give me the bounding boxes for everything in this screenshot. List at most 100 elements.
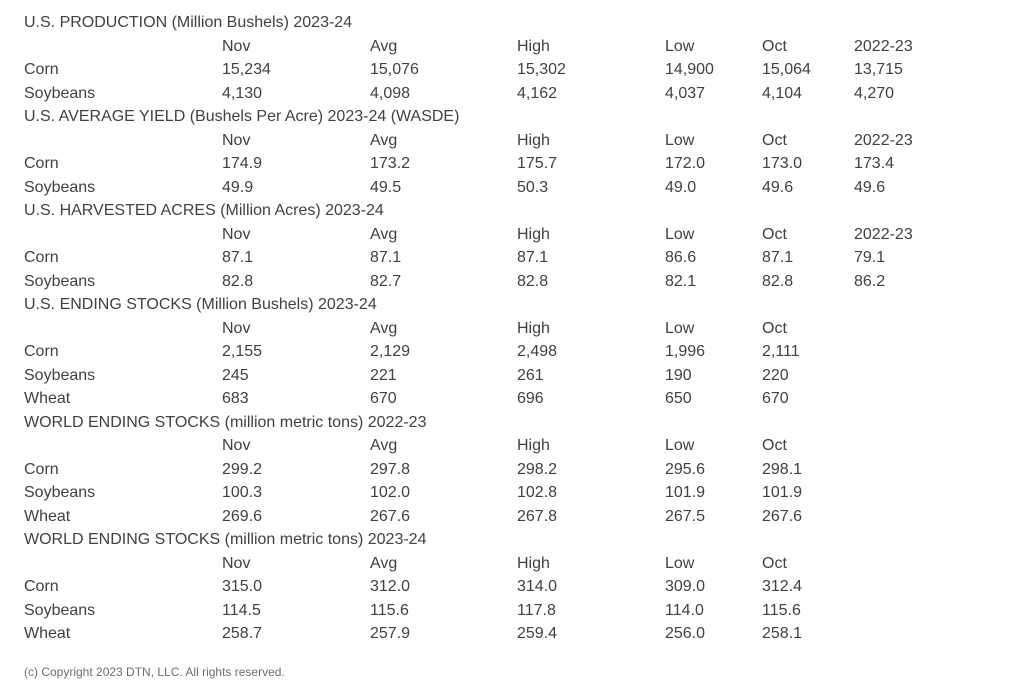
cell-value: 309.0 [665, 578, 706, 595]
row-label: Corn [24, 343, 59, 360]
table-header-row: Nov Avg High Low Oct [24, 552, 1024, 576]
cell-value: 256.0 [665, 625, 706, 642]
table-section: U.S. AVERAGE YIELD (Bushels Per Acre) 20… [24, 105, 1024, 199]
table-row: Corn 174.9 173.2 175.7 172.0 173.0 173.4 [24, 152, 1024, 176]
cell-value: 86.2 [854, 272, 886, 290]
section-title: WORLD ENDING STOCKS (million metric tons… [24, 413, 427, 431]
column-header: 2022-23 [854, 37, 913, 55]
cell-value: 4,037 [665, 84, 706, 102]
cell-value: 14,900 [665, 61, 714, 78]
column-header: Nov [222, 554, 251, 572]
column-header: 2022-23 [854, 225, 913, 243]
cell-value: 173.0 [762, 155, 803, 172]
cell-value: 13,715 [854, 61, 903, 78]
cell-value: 15,302 [517, 61, 566, 78]
table-row: Corn 299.2 297.8 298.2 295.6 298.1 [24, 458, 1024, 482]
cell-value: 2,129 [370, 343, 411, 360]
column-header: Nov [222, 131, 251, 149]
cell-value: 82.1 [665, 272, 697, 290]
cell-value: 2,498 [517, 343, 558, 360]
cell-value: 267.6 [762, 507, 803, 525]
cell-value: 298.1 [762, 460, 803, 478]
cell-value: 100.3 [222, 484, 263, 501]
table-header-row: Nov Avg High Low Oct [24, 434, 1024, 458]
cell-value: 4,104 [762, 84, 803, 102]
cell-value: 172.0 [665, 155, 706, 172]
cell-value: 650 [665, 390, 692, 407]
row-label-spacer [24, 35, 222, 59]
table-header-row: Nov Avg High Low Oct [24, 317, 1024, 341]
cell-value: 173.2 [370, 155, 411, 172]
cell-value: 4,098 [370, 84, 411, 102]
table-section: U.S. ENDING STOCKS (Million Bushels) 202… [24, 293, 1024, 411]
table-row: Soybeans 82.8 82.7 82.8 82.1 82.8 86.2 [24, 270, 1024, 294]
column-header: Avg [370, 437, 398, 454]
table-section: WORLD ENDING STOCKS (million metric tons… [24, 411, 1024, 529]
cell-value: 670 [762, 390, 789, 407]
cell-value: 50.3 [517, 178, 549, 196]
cell-value: 267.6 [370, 507, 411, 525]
table-row: Soybeans 114.5 115.6 117.8 114.0 115.6 [24, 599, 1024, 623]
cell-value: 49.0 [665, 178, 697, 196]
row-label: Wheat [24, 507, 71, 525]
cell-value: 102.0 [370, 484, 411, 501]
row-label: Corn [24, 460, 59, 478]
row-label: Soybeans [24, 272, 96, 290]
table-row: Corn 315.0 312.0 314.0 309.0 312.4 [24, 575, 1024, 599]
row-label-spacer [24, 129, 222, 153]
column-header: High [517, 131, 550, 149]
column-header: Oct [762, 554, 787, 572]
column-header: Low [665, 437, 695, 454]
column-header: Avg [370, 319, 398, 337]
column-header: Low [665, 37, 695, 55]
column-header: High [517, 319, 550, 337]
row-label: Wheat [24, 390, 71, 407]
cell-value: 49.9 [222, 178, 254, 196]
report-sections: U.S. PRODUCTION (Million Bushels) 2023-2… [24, 11, 1024, 646]
column-header: Avg [370, 554, 398, 572]
cell-value: 82.8 [517, 272, 549, 290]
column-header: Oct [762, 319, 787, 337]
cell-value: 87.1 [370, 249, 402, 266]
row-label: Soybeans [24, 84, 96, 102]
table-row: Corn 87.1 87.1 87.1 86.6 87.1 79.1 [24, 246, 1024, 270]
row-label: Soybeans [24, 484, 96, 501]
table-header-row: Nov Avg High Low Oct 2022-23 [24, 223, 1024, 247]
table-row: Wheat 269.6 267.6 267.8 267.5 267.6 [24, 505, 1024, 529]
column-header: Oct [762, 437, 787, 454]
cell-value: 299.2 [222, 460, 263, 478]
cell-value: 4,162 [517, 84, 558, 102]
column-header: Nov [222, 225, 251, 243]
cell-value: 79.1 [854, 249, 886, 266]
table-section: U.S. PRODUCTION (Million Bushels) 2023-2… [24, 11, 1024, 105]
cell-value: 15,064 [762, 61, 811, 78]
cell-value: 87.1 [762, 249, 794, 266]
column-header: Avg [370, 131, 398, 149]
cell-value: 175.7 [517, 155, 558, 172]
row-label: Corn [24, 578, 59, 595]
column-header: Nov [222, 37, 251, 55]
cell-value: 314.0 [517, 578, 558, 595]
cell-value: 114.5 [222, 601, 261, 619]
cell-value: 2,155 [222, 343, 263, 360]
cell-value: 221 [370, 366, 397, 384]
section-title: U.S. HARVESTED ACRES (Million Acres) 202… [24, 202, 384, 219]
cell-value: 87.1 [517, 249, 549, 266]
table-row: Soybeans 100.3 102.0 102.8 101.9 101.9 [24, 481, 1024, 505]
row-label: Corn [24, 61, 59, 78]
section-title: WORLD ENDING STOCKS (million metric tons… [24, 531, 427, 548]
cell-value: 87.1 [222, 249, 254, 266]
row-label: Wheat [24, 625, 71, 642]
column-header: Low [665, 319, 695, 337]
cell-value: 220 [762, 366, 789, 384]
cell-value: 102.8 [517, 484, 558, 501]
cell-value: 315.0 [222, 578, 263, 595]
cell-value: 258.7 [222, 625, 263, 642]
section-title: U.S. PRODUCTION (Million Bushels) 2023-2… [24, 14, 353, 31]
cell-value: 269.6 [222, 507, 263, 525]
row-label: Corn [24, 155, 59, 172]
cell-value: 82.8 [762, 272, 794, 290]
column-header: Avg [370, 37, 398, 55]
cell-value: 245 [222, 366, 249, 384]
cell-value: 257.9 [370, 625, 411, 642]
